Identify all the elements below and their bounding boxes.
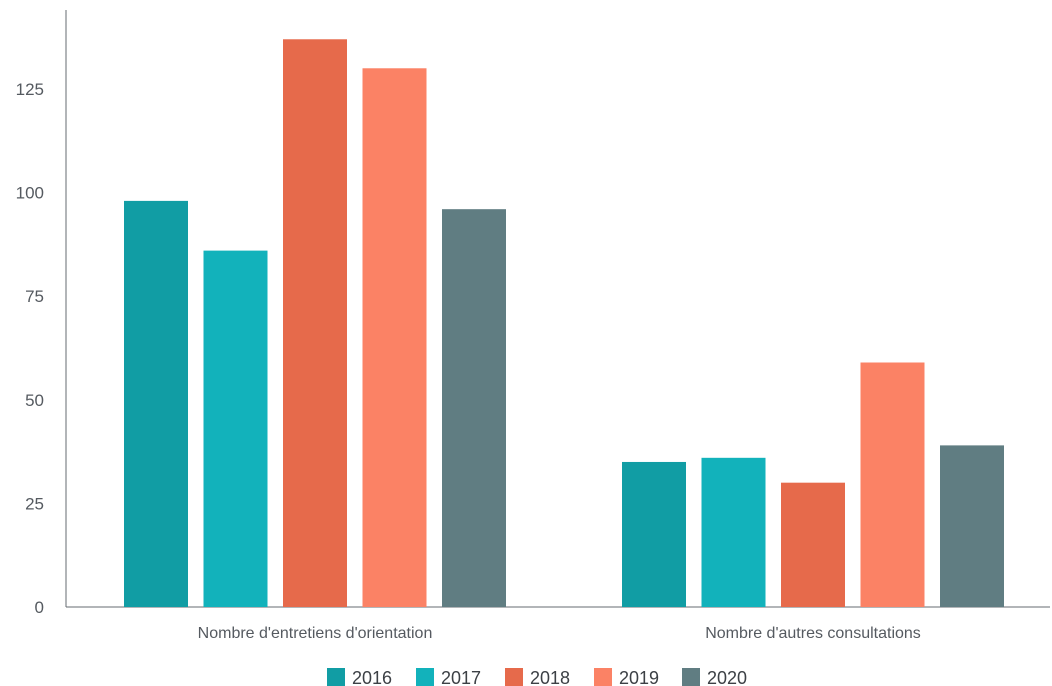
- bars: [124, 39, 1004, 608]
- bar-2016-cat-2: [622, 461, 686, 607]
- bar-2019-cat-1: [362, 68, 427, 607]
- legend-swatch: [327, 668, 345, 686]
- y-tick-label: 100: [16, 184, 44, 203]
- category-label: Nombre d'entretiens d'orientation: [198, 625, 433, 642]
- legend-swatch: [416, 668, 434, 686]
- y-axis: 0 25 50 75 100 125: [16, 10, 67, 617]
- y-tick-label: 75: [25, 287, 44, 306]
- legend-label: 2019: [619, 668, 659, 686]
- legend-swatch: [682, 668, 700, 686]
- y-tick-label: 125: [16, 80, 44, 99]
- y-tick-label: 50: [25, 391, 44, 410]
- bar-2017-cat-2: [701, 457, 766, 607]
- bar-2019-cat-2: [860, 362, 925, 607]
- legend-item-2018: 2018: [505, 668, 570, 686]
- y-tick-label: 25: [25, 494, 44, 513]
- legend-item-2017: 2017: [416, 668, 481, 686]
- y-tick-label: 0: [35, 598, 44, 617]
- bar-2018-cat-1: [283, 39, 347, 608]
- category-label: Nombre d'autres consultations: [705, 625, 921, 642]
- legend-item-2016: 2016: [327, 668, 392, 686]
- legend-label: 2016: [352, 668, 392, 686]
- legend-label: 2020: [707, 668, 747, 686]
- legend-label: 2018: [530, 668, 570, 686]
- bar-2020-cat-1: [442, 209, 506, 607]
- legend-swatch: [505, 668, 523, 686]
- legend-swatch: [594, 668, 612, 686]
- legend-item-2020: 2020: [682, 668, 747, 686]
- legend-label: 2017: [441, 668, 481, 686]
- bar-2020-cat-2: [940, 445, 1004, 607]
- legend: 2016 2017 2018 2019 2020: [327, 668, 747, 686]
- legend-item-2019: 2019: [594, 668, 659, 686]
- bar-2018-cat-2: [781, 482, 845, 607]
- bar-2016-cat-1: [124, 200, 188, 607]
- category-labels: Nombre d'entretiens d'orientation Nombre …: [198, 625, 921, 642]
- bar-2017-cat-1: [203, 250, 268, 607]
